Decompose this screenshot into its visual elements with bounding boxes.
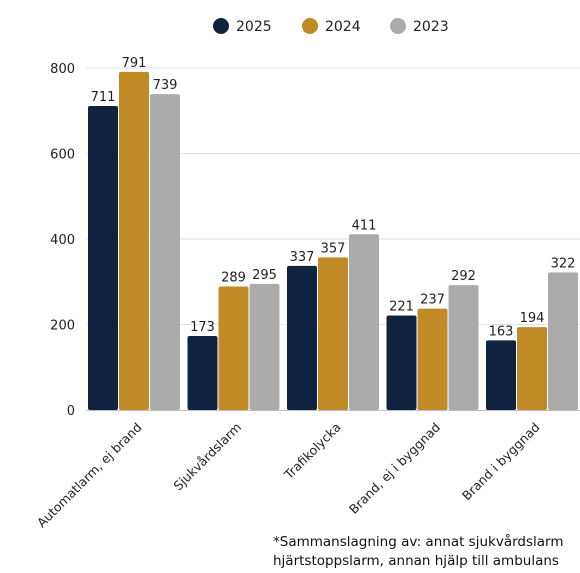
bar-value-labels: 711 791 739 173 289 295 337 357 411 221 237 292 163 1… bbox=[91, 56, 576, 339]
legend-label: 2023 bbox=[413, 19, 449, 35]
bar-2023 bbox=[548, 272, 578, 410]
bar-value-label: 173 bbox=[190, 320, 215, 335]
bar-value-label: 289 bbox=[221, 270, 246, 285]
bar-2023 bbox=[249, 283, 280, 410]
bar-value-label: 322 bbox=[551, 256, 576, 271]
x-tick-label: Automatlarm, ej brand bbox=[34, 420, 145, 531]
x-tick-label: Sjukvårdslarm bbox=[170, 420, 244, 494]
legend: 2025 2024 2023 bbox=[213, 18, 449, 35]
bar-2025 bbox=[486, 340, 516, 410]
bar-2024 bbox=[517, 327, 547, 410]
bar-value-label: 411 bbox=[352, 218, 377, 233]
legend-label: 2024 bbox=[325, 19, 361, 35]
x-tick-label: Trafikolycka bbox=[280, 420, 343, 483]
bar-value-label: 221 bbox=[389, 300, 414, 315]
bar-value-label: 711 bbox=[91, 90, 116, 105]
footnote-line-2: hjärtstoppslarm, annan hjälp till ambula… bbox=[273, 553, 559, 569]
y-tick-label: 0 bbox=[67, 404, 75, 419]
bar-2024 bbox=[318, 257, 348, 410]
bar-2023 bbox=[150, 94, 180, 410]
bar-value-label: 295 bbox=[252, 268, 277, 283]
y-tick-label: 600 bbox=[50, 148, 75, 163]
bars bbox=[88, 71, 578, 411]
bar-value-label: 163 bbox=[489, 324, 514, 339]
bar-2024 bbox=[119, 71, 149, 410]
bar-2024 bbox=[218, 286, 249, 410]
legend-marker-2024 bbox=[302, 18, 318, 34]
footnote-line-1: *Sammanslagning av: annat sjukvårdslarm bbox=[273, 534, 564, 550]
legend-marker-2023 bbox=[390, 18, 406, 34]
bar-2023 bbox=[349, 234, 379, 410]
bar-2023 bbox=[448, 285, 479, 410]
y-tick-label: 200 bbox=[50, 319, 75, 334]
bar-value-label: 337 bbox=[290, 250, 315, 265]
legend-label: 2025 bbox=[236, 19, 272, 35]
bar-value-label: 237 bbox=[420, 293, 445, 308]
bar-value-label: 739 bbox=[153, 78, 178, 93]
bar-2025 bbox=[386, 315, 417, 410]
y-tick-label: 800 bbox=[50, 62, 75, 77]
bar-2025 bbox=[88, 106, 118, 411]
bar-value-label: 357 bbox=[321, 241, 346, 256]
x-axis-ticks: Automatlarm, ej brand Sjukvårdslarm Trafik… bbox=[34, 420, 543, 531]
y-tick-label: 400 bbox=[50, 233, 75, 248]
bar-value-label: 292 bbox=[451, 269, 476, 284]
x-tick-label: Brand, ej i byggnad bbox=[346, 420, 443, 517]
bar-2025 bbox=[287, 265, 317, 410]
legend-marker-2025 bbox=[213, 18, 229, 34]
y-axis-ticks: 0 200 400 600 800 bbox=[50, 62, 75, 419]
bar-2024 bbox=[417, 308, 448, 410]
bar-value-label: 791 bbox=[122, 56, 147, 71]
bar-value-label: 194 bbox=[520, 311, 545, 326]
bar-2025 bbox=[187, 336, 218, 410]
footnote: *Sammanslagning av: annat sjukvårdslarm … bbox=[273, 533, 580, 571]
x-tick-label: Brand i byggnad bbox=[459, 420, 543, 504]
